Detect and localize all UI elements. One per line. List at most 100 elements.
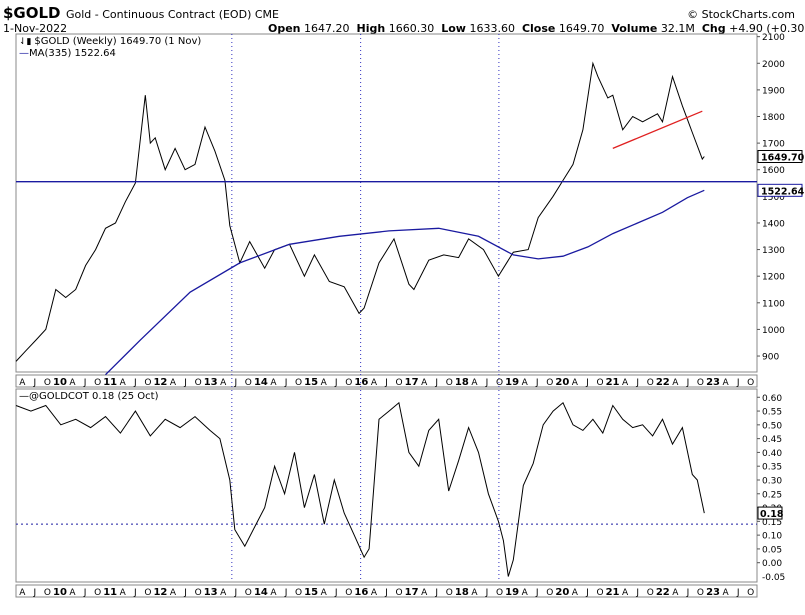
x-axis-tick-label: 18 — [455, 377, 469, 388]
chart-description: Gold - Continuous Contract (EOD) CME — [66, 8, 279, 21]
x-axis-tick-label: J — [233, 588, 237, 598]
x-axis-tick-label: J — [485, 378, 489, 388]
x-axis-tick-label: J — [686, 378, 690, 388]
x-axis-tick-label: O — [245, 588, 252, 598]
x-axis-tick-label: J — [434, 588, 438, 598]
x-axis-tick-label: A — [19, 588, 26, 598]
last-price-label: 1649.70 — [757, 150, 805, 164]
x-axis-tick-label: J — [284, 378, 288, 388]
x-axis-tick-label: J — [635, 588, 639, 598]
x-axis-tick-label: O — [295, 378, 302, 388]
volume-label: Volume — [611, 22, 658, 35]
x-axis-tick-label: A — [120, 378, 127, 388]
x-axis-tick-label: O — [245, 378, 252, 388]
price-line — [15, 61, 705, 362]
x-axis-tick-label: J — [334, 588, 338, 598]
x-axis-tick-label: A — [321, 378, 328, 388]
x-axis-tick-label: O — [546, 588, 553, 598]
cot-last-label-text: 0.18 — [760, 509, 784, 520]
x-axis-tick-label: J — [183, 378, 187, 388]
x-axis-tick-label: 12 — [153, 377, 167, 388]
x-axis-tick-label: J — [233, 378, 237, 388]
x-axis-tick-label: 23 — [706, 377, 720, 388]
price-axis-tick-label: 1700 — [762, 140, 785, 150]
x-axis-tick-label: O — [496, 378, 503, 388]
x-axis-tick-label: A — [672, 588, 679, 598]
open-value: 1647.20 — [304, 22, 350, 35]
x-axis-tick-label: A — [622, 588, 629, 598]
pane-frame-1 — [15, 33, 758, 373]
x-axis-tick-label: A — [421, 588, 428, 598]
x-axis-tick-label: O — [446, 588, 453, 598]
x-axis-tick-label: 20 — [555, 377, 569, 388]
x-axis-band-2 — [15, 584, 758, 598]
x-axis-tick-label: 11 — [103, 587, 117, 598]
chg-label: Chg — [701, 22, 726, 35]
cot-axis-tick-label: 0.10 — [762, 532, 782, 542]
x-axis-tick-label: O — [345, 378, 352, 388]
last-price-label-box — [757, 150, 803, 164]
x-axis-tick-label: A — [522, 588, 529, 598]
brand-label: © StockCharts.com — [687, 8, 795, 21]
x-axis-tick-label: O — [144, 588, 151, 598]
x-axis-tick-label: A — [270, 588, 277, 598]
x-axis-tick-label: A — [371, 588, 378, 598]
x-axis-tick-label: A — [471, 378, 478, 388]
x-axis-tick-label: A — [572, 378, 579, 388]
x-axis-tick-label: J — [384, 378, 388, 388]
x-axis-tick-label: J — [83, 378, 87, 388]
open-label: Open — [268, 22, 301, 35]
x-axis-tick-label: 10 — [53, 587, 67, 598]
x-axis-tick-label: O — [747, 588, 754, 598]
x-axis-tick-label: J — [736, 378, 740, 388]
close-value: 1649.70 — [558, 22, 605, 35]
x-axis-tick-label: A — [321, 588, 328, 598]
cot-axis-tick-label: 0.35 — [762, 463, 782, 473]
x-axis-tick-label: 13 — [204, 377, 218, 388]
x-axis-tick-label: A — [672, 378, 679, 388]
x-axis-tick-label: O — [345, 588, 352, 598]
cot-axis-tick-label: 0.00 — [762, 559, 782, 569]
x-axis-tick-label: 11 — [103, 377, 117, 388]
x-axis-tick-label: O — [44, 378, 51, 388]
x-axis-tick-label: O — [295, 588, 302, 598]
x-axis-tick-label: 14 — [254, 587, 268, 598]
low-label: Low — [441, 22, 466, 35]
ohlc-readout: Open 1647.20 High 1660.30 Low 1633.60 Cl… — [268, 22, 805, 35]
x-axis-tick-label: 10 — [53, 377, 67, 388]
x-axis-tick-label: J — [535, 588, 539, 598]
x-axis-tick-label: 19 — [505, 587, 519, 598]
x-axis-tick-label: O — [647, 378, 654, 388]
cot-axis-tick-label: 0.15 — [762, 518, 782, 528]
x-axis-tick-label: A — [723, 588, 730, 598]
x-axis-tick-label: J — [434, 378, 438, 388]
price-axis-tick-label: 1000 — [762, 326, 785, 336]
price-legend: ⇃▮ $GOLD (Weekly) 1649.70 (1 Nov) — [19, 36, 202, 47]
ma-last-label-box — [757, 183, 803, 197]
cot-legend-label: @GOLDCOT 0.18 (25 Oct) — [29, 391, 159, 402]
x-axis-tick-label: O — [496, 588, 503, 598]
chg-value: +4.90 (+0.30%) — [729, 22, 805, 35]
x-axis-tick-label: A — [220, 378, 227, 388]
x-axis-tick-label: J — [585, 588, 589, 598]
x-axis-tick-label: J — [384, 588, 388, 598]
x-axis-tick-label: 20 — [555, 587, 569, 598]
cot-last-label: 0.18 — [757, 506, 784, 520]
price-axis-tick-label: 2100 — [762, 33, 785, 43]
x-axis-tick-label: O — [596, 588, 603, 598]
cot-last-label-box — [757, 506, 783, 520]
x-axis-tick-label: 18 — [455, 587, 469, 598]
x-axis-tick-label: A — [371, 378, 378, 388]
x-axis-tick-label: 15 — [304, 587, 318, 598]
price-axis-tick-label: 1500 — [762, 193, 785, 203]
x-axis-tick-label: O — [94, 378, 101, 388]
x-axis-tick-label: 14 — [254, 377, 268, 388]
x-axis-tick-label: A — [622, 378, 629, 388]
x-axis-tick-label: J — [736, 588, 740, 598]
price-axis-tick-label: 1200 — [762, 273, 785, 283]
x-axis-tick-label: A — [69, 588, 76, 598]
x-axis-tick-label: O — [94, 588, 101, 598]
x-axis-tick-label: 17 — [405, 587, 419, 598]
x-axis-tick-label: A — [170, 588, 177, 598]
